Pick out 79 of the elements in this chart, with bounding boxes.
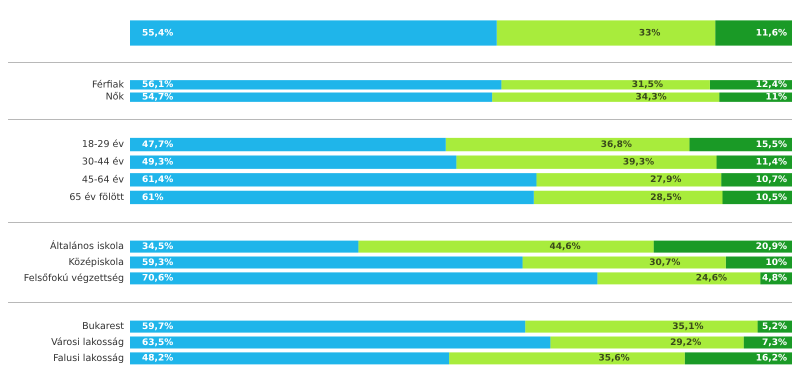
data-label: 31,5% bbox=[632, 80, 663, 90]
bar bbox=[536, 173, 722, 187]
data-label: 10,7% bbox=[756, 175, 787, 186]
y-tick-label: Felsőfokú végzettség bbox=[24, 272, 124, 284]
data-label: 61,4% bbox=[142, 175, 174, 186]
bar bbox=[719, 92, 792, 102]
data-label: 7,3% bbox=[762, 338, 787, 348]
bar bbox=[446, 138, 690, 152]
y-tick-label: 45-64 év bbox=[82, 174, 124, 186]
bar bbox=[501, 80, 710, 90]
data-label: 33% bbox=[638, 28, 660, 38]
bar bbox=[525, 320, 758, 333]
bar bbox=[456, 155, 717, 169]
data-label: 34,3% bbox=[635, 92, 667, 102]
bar bbox=[534, 190, 722, 204]
y-tick-label: 18-29 év bbox=[82, 138, 124, 150]
bar bbox=[449, 352, 685, 364]
bar bbox=[130, 138, 446, 152]
data-label: 27,9% bbox=[650, 175, 682, 186]
data-label: 34,5% bbox=[142, 242, 174, 252]
data-label: 30,7% bbox=[649, 258, 680, 268]
bar bbox=[358, 240, 654, 253]
data-label: 54,7% bbox=[142, 92, 174, 102]
data-label: 70,6% bbox=[142, 274, 174, 284]
data-label: 55,4% bbox=[142, 28, 174, 38]
data-label: 4,8% bbox=[762, 274, 787, 284]
data-label: 16,2% bbox=[756, 354, 787, 364]
bar bbox=[130, 190, 534, 204]
y-tick-label: 30-44 év bbox=[82, 156, 124, 168]
data-label: 11% bbox=[765, 92, 787, 102]
bar bbox=[130, 173, 536, 187]
data-label: 44,6% bbox=[549, 242, 581, 252]
data-label: 35,6% bbox=[598, 354, 630, 364]
y-tick-label: Falusi lakosság bbox=[53, 352, 124, 364]
bar bbox=[130, 240, 358, 253]
bar bbox=[492, 92, 720, 102]
y-tick-label: 65 év fölött bbox=[69, 192, 124, 203]
data-label: 20,9% bbox=[756, 242, 787, 252]
data-label: 59,7% bbox=[142, 322, 174, 332]
data-label: 12,4% bbox=[756, 80, 787, 90]
data-label: 47,7% bbox=[142, 140, 174, 150]
bar bbox=[130, 336, 550, 349]
data-label: 63,5% bbox=[142, 338, 174, 348]
data-label: 61% bbox=[142, 192, 164, 203]
data-label: 35,1% bbox=[672, 322, 704, 332]
y-tick-label: Általános iskola bbox=[50, 240, 124, 252]
bar bbox=[684, 352, 792, 364]
data-label: 15,5% bbox=[756, 140, 787, 150]
data-label: 10% bbox=[765, 258, 787, 268]
y-tick-label: Nők bbox=[106, 92, 124, 103]
bar bbox=[130, 272, 598, 284]
data-label: 29,2% bbox=[670, 338, 702, 348]
y-tick-label: Bukarest bbox=[82, 321, 124, 332]
data-label: 49,3% bbox=[142, 158, 174, 168]
data-label: 28,5% bbox=[650, 192, 682, 203]
bar bbox=[130, 80, 502, 90]
data-label: 59,3% bbox=[142, 258, 174, 268]
data-label: 24,6% bbox=[696, 274, 727, 284]
data-label: 5,2% bbox=[762, 322, 787, 332]
bar bbox=[130, 92, 492, 102]
bar bbox=[130, 320, 526, 333]
data-label: 10,5% bbox=[756, 192, 787, 203]
bar bbox=[130, 256, 523, 269]
data-label: 39,3% bbox=[622, 158, 654, 168]
data-label: 56,1% bbox=[142, 80, 174, 90]
data-label: 48,2% bbox=[142, 354, 174, 364]
data-label: 36,8% bbox=[600, 140, 632, 150]
bar bbox=[716, 155, 792, 169]
data-label: 11,4% bbox=[756, 158, 787, 168]
y-tick-label: Középiskola bbox=[68, 256, 124, 268]
bar bbox=[597, 272, 760, 284]
y-tick-label: Férfiak bbox=[92, 79, 124, 90]
bar bbox=[130, 352, 450, 364]
y-tick-label: Városi lakosság bbox=[51, 336, 124, 348]
bar bbox=[130, 155, 456, 169]
bar bbox=[654, 240, 792, 253]
bar bbox=[522, 256, 726, 269]
bar bbox=[550, 336, 744, 349]
data-label: 11,6% bbox=[756, 28, 787, 38]
